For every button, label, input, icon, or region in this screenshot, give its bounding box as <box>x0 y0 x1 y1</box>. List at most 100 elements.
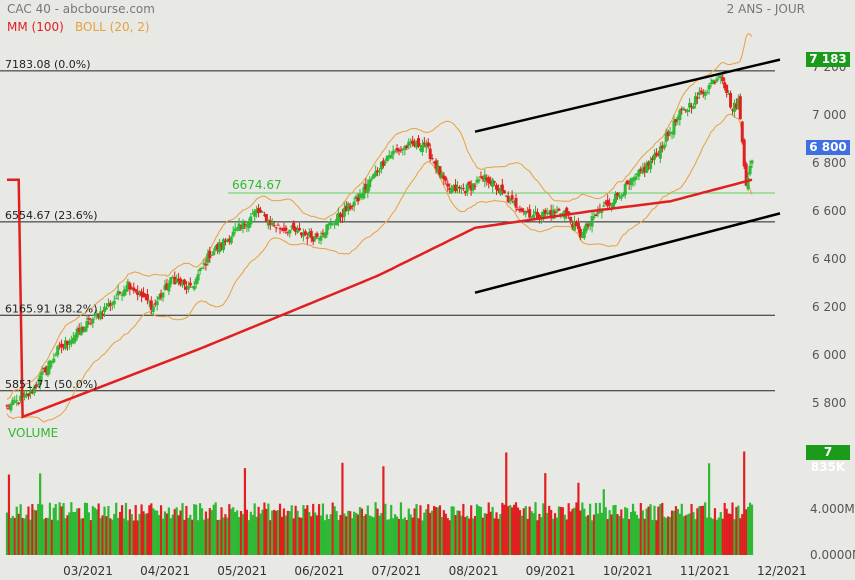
candle-body <box>701 91 705 95</box>
candle-body <box>321 232 325 235</box>
volume-bar <box>70 502 73 555</box>
volume-bar <box>314 512 317 555</box>
volume-bar <box>624 507 627 555</box>
candle-body <box>260 211 264 213</box>
volume-bar <box>107 506 110 555</box>
candle-body <box>578 228 582 238</box>
candle <box>668 127 672 137</box>
candle <box>338 211 342 223</box>
candle <box>247 218 251 232</box>
candle-body <box>30 391 34 394</box>
volume-bar <box>602 489 605 555</box>
candle <box>155 295 159 311</box>
candle-body <box>498 187 502 195</box>
volume-bar <box>575 502 578 555</box>
candle-body <box>42 368 46 370</box>
candle-body <box>101 313 105 315</box>
candle <box>200 266 204 270</box>
volume-bar <box>421 520 424 555</box>
candle <box>276 223 280 226</box>
volume-bar <box>448 520 451 555</box>
volume-bar <box>555 517 559 555</box>
candle-body <box>532 214 536 219</box>
volume-tick-0: 4.000M <box>810 502 855 516</box>
candle <box>680 106 684 115</box>
candle-body <box>477 179 481 182</box>
volume-bar <box>667 516 670 555</box>
volume-bar <box>452 506 455 555</box>
candle-body <box>159 293 163 298</box>
volume-bar <box>23 518 26 555</box>
candle-body <box>504 195 508 197</box>
volume-bar <box>224 514 227 555</box>
candle <box>649 156 653 173</box>
candle <box>674 118 678 127</box>
candle <box>354 194 358 202</box>
candle <box>173 271 177 285</box>
candle <box>719 73 723 84</box>
volume-bar <box>579 510 582 555</box>
candle <box>428 143 432 162</box>
candle-body <box>407 141 411 146</box>
volume-bar <box>261 509 264 555</box>
candle <box>114 293 118 300</box>
candle <box>145 288 149 305</box>
candle-body <box>145 294 149 301</box>
candle <box>617 191 621 200</box>
candle-body <box>654 152 658 156</box>
candle-body <box>286 232 290 234</box>
volume-bar <box>103 506 106 555</box>
candle <box>32 384 36 396</box>
candle-body <box>736 98 740 109</box>
candle-body <box>17 402 21 404</box>
candle <box>136 285 140 301</box>
volume-bar <box>433 506 436 555</box>
candle-body <box>535 212 539 219</box>
volume-bar <box>212 504 215 555</box>
candle <box>489 176 493 186</box>
candle-body <box>656 155 660 157</box>
volume-bar <box>62 503 65 555</box>
volume-bar <box>353 511 356 555</box>
candle-body <box>649 160 653 170</box>
candle-body <box>483 174 487 182</box>
candle <box>742 138 746 170</box>
candle-body <box>567 211 571 215</box>
candle-body <box>237 223 241 231</box>
candle <box>89 318 93 326</box>
candle-body <box>732 102 736 112</box>
candle-body <box>475 179 479 183</box>
candle <box>387 150 391 160</box>
candle-body <box>122 290 126 296</box>
volume-bar <box>674 506 678 555</box>
candle-body <box>633 176 637 181</box>
candle-body <box>75 328 79 338</box>
candle <box>30 388 34 395</box>
candle-body <box>298 228 302 231</box>
volume-bar <box>117 517 120 555</box>
candle <box>662 142 666 151</box>
candle-body <box>220 244 224 247</box>
volume-bar <box>505 452 508 555</box>
candle-body <box>520 208 524 212</box>
candle-body <box>241 220 245 229</box>
candle-body <box>19 395 23 401</box>
volume-bar <box>284 515 287 555</box>
volume-bar <box>265 508 268 555</box>
volume-bar <box>347 510 350 555</box>
candle-body <box>686 109 690 112</box>
candle-body <box>221 239 225 250</box>
candle <box>693 92 697 109</box>
volume-bar <box>68 512 71 555</box>
candle <box>91 317 95 329</box>
candle <box>528 204 532 220</box>
candle <box>658 142 662 164</box>
candle-body <box>604 202 608 204</box>
candle <box>378 167 381 176</box>
candle <box>713 80 717 85</box>
candle-body <box>463 191 467 194</box>
ma100-line <box>7 178 753 419</box>
candle-body <box>547 212 551 215</box>
candle <box>547 209 551 215</box>
volume-bar <box>645 508 648 555</box>
